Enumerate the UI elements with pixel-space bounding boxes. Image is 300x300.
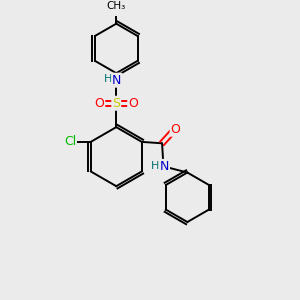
Text: N: N xyxy=(112,74,122,87)
Text: O: O xyxy=(128,97,138,110)
Text: S: S xyxy=(112,97,120,110)
Text: O: O xyxy=(171,123,181,136)
Text: H: H xyxy=(151,160,159,170)
Text: H: H xyxy=(104,74,112,84)
Text: CH₃: CH₃ xyxy=(106,1,126,11)
Text: O: O xyxy=(94,97,104,110)
Text: N: N xyxy=(160,160,169,173)
Text: Cl: Cl xyxy=(64,135,76,148)
